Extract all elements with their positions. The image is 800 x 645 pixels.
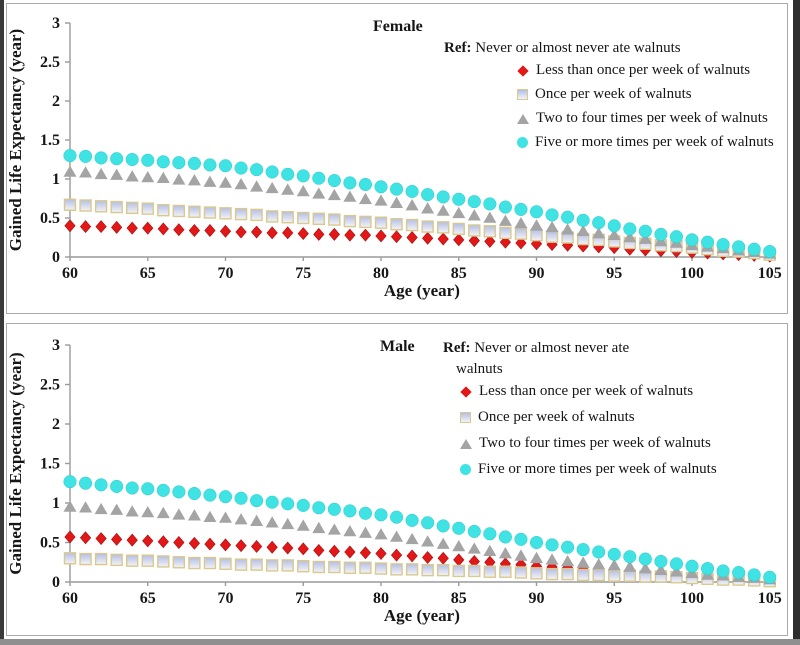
male-scatter-plot: 0 0.5 1 1.5 2 2.5 3 60 65 70 75 80 85 90 95 100 105 Age (… — [7, 337, 782, 625]
svg-text:Gained Life Expectancy (year): Gained Life Expectancy (year) — [7, 352, 25, 574]
svg-text:70: 70 — [218, 265, 234, 282]
female-chart-panel: 0 0.5 1 1.5 2 2.5 3 60 65 70 75 80 85 90 95 100 105 Age (… — [6, 3, 788, 314]
svg-text:1.5: 1.5 — [40, 132, 60, 149]
svg-text:85: 85 — [451, 265, 467, 282]
female-scatter-plot: 0 0.5 1 1.5 2 2.5 3 60 65 70 75 80 85 90 95 100 105 Age (… — [7, 15, 782, 300]
svg-text:0: 0 — [52, 574, 60, 591]
svg-text:2: 2 — [52, 416, 60, 433]
ref-prefix: Ref: — [443, 340, 471, 356]
legend-items: Less than once per week of walnuts Once … — [460, 383, 717, 478]
svg-text:Age (year): Age (year) — [384, 281, 460, 300]
svg-text:65: 65 — [140, 265, 156, 282]
legend-item-label: Once per week of walnuts — [535, 86, 692, 102]
bottom-edge-strip — [0, 639, 800, 645]
svg-text:105: 105 — [758, 265, 782, 282]
svg-text:95: 95 — [606, 265, 622, 282]
tan-square-icon — [460, 412, 471, 423]
legend-item: Less than once per week of walnuts — [517, 62, 774, 79]
svg-text:60: 60 — [62, 265, 78, 282]
male-chart-panel: 0 0.5 1 1.5 2 2.5 3 60 65 70 75 80 85 90 95 100 105 Age (… — [6, 323, 788, 636]
legend-items: Less than once per week of walnuts Once … — [517, 62, 774, 151]
svg-text:80: 80 — [373, 265, 389, 282]
male-chart-title: Male — [380, 338, 415, 355]
legend-item: Once per week of walnuts — [517, 86, 774, 103]
legend-item: Five or more times per week of walnuts — [517, 134, 774, 151]
svg-text:2.5: 2.5 — [40, 54, 60, 71]
svg-text:90: 90 — [529, 265, 545, 282]
legend-item: Two to four times per week of walnuts — [517, 110, 774, 127]
reference-group-label: Ref: Never or almost never ate walnuts — [444, 40, 774, 57]
svg-text:0.5: 0.5 — [40, 210, 60, 227]
svg-text:100: 100 — [680, 265, 704, 282]
legend-item-label: Two to four times per week of walnuts — [536, 110, 768, 126]
svg-text:100: 100 — [680, 590, 704, 607]
svg-text:60: 60 — [62, 590, 78, 607]
cyan-circle-icon — [517, 137, 528, 148]
legend-item-label: Five or more times per week of walnuts — [535, 134, 774, 150]
svg-text:2.5: 2.5 — [40, 377, 60, 394]
legend-item: Two to four times per week of walnuts — [460, 435, 717, 452]
tan-square-icon — [517, 89, 528, 100]
gray-triangle-icon — [460, 438, 472, 449]
legend-item-label: Five or more times per week of walnuts — [478, 461, 717, 477]
legend-item: Five or more times per week of walnuts — [460, 461, 717, 478]
svg-text:0: 0 — [52, 249, 60, 266]
cyan-circle-icon — [460, 464, 471, 475]
svg-text:Age (year): Age (year) — [384, 606, 460, 625]
legend-item: Less than once per week of walnuts — [460, 383, 717, 400]
female-legend: Ref: Never or almost never ate walnuts L… — [444, 40, 774, 158]
svg-text:1.5: 1.5 — [40, 456, 60, 473]
svg-text:65: 65 — [140, 590, 156, 607]
svg-text:70: 70 — [218, 590, 234, 607]
ref-text: Never or almost never ate — [470, 340, 630, 356]
red-diamond-icon — [517, 64, 529, 77]
reference-group-label: Ref: Never or almost never ate — [443, 340, 717, 357]
legend-item-label: Once per week of walnuts — [478, 409, 635, 425]
svg-text:1: 1 — [52, 495, 60, 512]
gray-triangle-icon — [517, 113, 529, 124]
svg-text:90: 90 — [529, 590, 545, 607]
svg-text:80: 80 — [373, 590, 389, 607]
svg-text:105: 105 — [758, 590, 782, 607]
svg-text:95: 95 — [606, 590, 622, 607]
legend-item-label: Two to four times per week of walnuts — [479, 435, 711, 451]
left-edge-strip — [0, 0, 4, 645]
legend-item-label: Less than once per week of walnuts — [479, 383, 694, 399]
svg-text:85: 85 — [451, 590, 467, 607]
legend-item: Once per week of walnuts — [460, 409, 717, 426]
svg-text:1: 1 — [52, 171, 60, 188]
svg-text:75: 75 — [295, 265, 311, 282]
ref-prefix: Ref: — [444, 40, 472, 56]
female-chart-title: Female — [373, 18, 423, 35]
svg-text:75: 75 — [295, 590, 311, 607]
svg-text:Gained Life Expectancy (year): Gained Life Expectancy (year) — [7, 29, 25, 251]
legend-item-label: Less than once per week of walnuts — [536, 62, 751, 78]
red-diamond-icon — [460, 385, 472, 398]
svg-text:0.5: 0.5 — [40, 535, 60, 552]
right-edge-strip — [793, 0, 800, 645]
svg-text:3: 3 — [52, 15, 60, 32]
svg-text:2: 2 — [52, 93, 60, 110]
male-legend: Ref: Never or almost never ate walnuts L… — [443, 340, 717, 487]
svg-text:3: 3 — [52, 337, 60, 354]
ref-text: Never or almost never ate walnuts — [471, 40, 681, 56]
ref-text-wrap: walnuts — [456, 361, 503, 377]
